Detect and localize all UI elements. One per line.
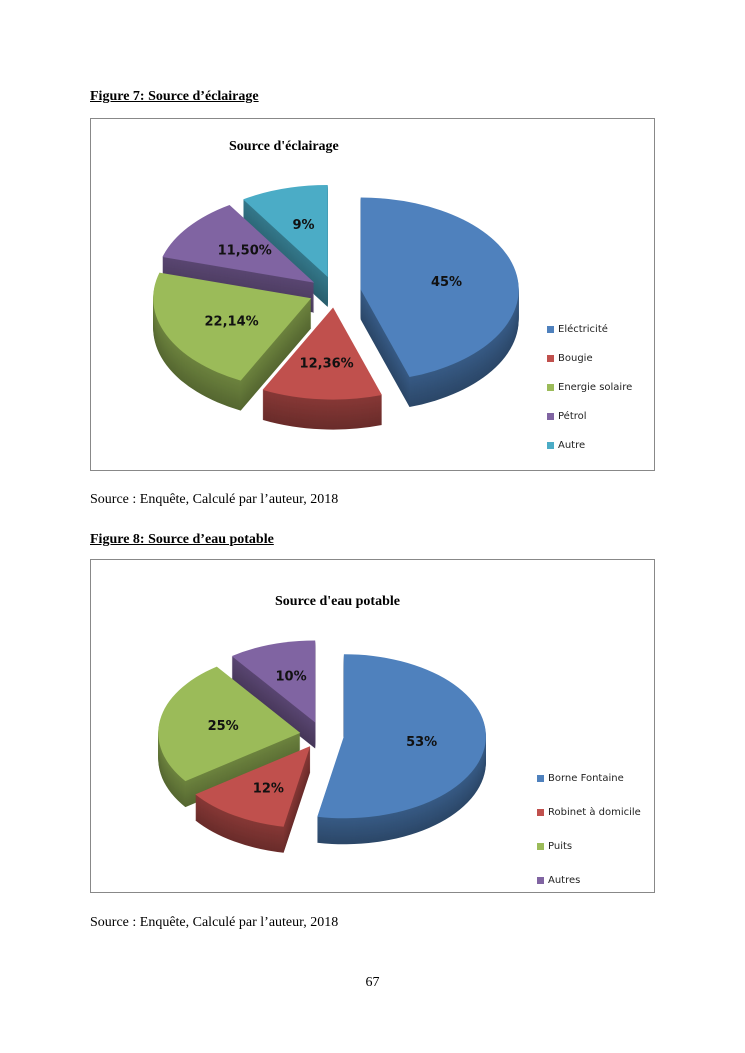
legend-item: Autre <box>547 431 632 460</box>
legend-swatch <box>537 774 544 782</box>
pie-slice-top <box>317 654 486 819</box>
legend-item: Autres <box>537 863 641 897</box>
legend-label: Robinet à domicile <box>548 806 641 818</box>
legend-label: Puits <box>548 840 573 852</box>
pie-slice-top <box>360 197 519 378</box>
data-label: 12% <box>253 782 284 797</box>
figure-7-caption: Figure 7: Source d’éclairage <box>90 89 259 104</box>
figure-8-caption: Figure 8: Source d’eau potable <box>90 532 274 547</box>
page-number: 67 <box>365 975 380 990</box>
legend-label: Borne Fontaine <box>548 772 624 784</box>
legend-swatch <box>547 384 554 391</box>
pie-slice-top <box>231 640 316 723</box>
figure-7-source: Source : Enquête, Calculé par l’auteur, … <box>90 492 339 507</box>
data-label: 9% <box>292 218 314 233</box>
pie-slice-top <box>243 185 328 278</box>
pie-slice-top <box>158 666 301 782</box>
legend-item: Borne Fontaine <box>537 761 641 795</box>
data-label: 11,50% <box>218 243 272 258</box>
pie-slice-1-3: 10% <box>231 640 316 749</box>
legend-label: Autre <box>558 440 586 451</box>
legend-item: Pétrol <box>547 402 632 431</box>
legend-item: Bougie <box>547 344 632 373</box>
data-label: 25% <box>208 719 239 734</box>
legend-item: Robinet à domicile <box>537 795 641 829</box>
legend-swatch <box>547 413 554 420</box>
chart-8-legend: Borne Fontaine Robinet à domicile Puits … <box>537 761 641 897</box>
pie-slice-top <box>162 204 315 283</box>
pie-slice-top <box>195 746 311 827</box>
chart-7-title: Source d'éclairage <box>229 139 339 154</box>
legend-label: Bougie <box>558 353 593 364</box>
legend-label: Autres <box>548 874 581 886</box>
data-label: 22,14% <box>205 314 259 329</box>
legend-swatch <box>547 442 554 449</box>
data-label: 10% <box>276 670 307 685</box>
pie-slice-1-1: 12% <box>195 746 311 853</box>
pie-slice-top <box>153 272 312 381</box>
legend-swatch <box>537 876 544 884</box>
legend-swatch <box>537 808 544 816</box>
legend-label: Pétrol <box>558 411 587 422</box>
data-label: 53% <box>406 735 437 750</box>
legend-item: Energie solaire <box>547 373 632 402</box>
chart-8-title: Source d'eau potable <box>275 594 400 609</box>
data-label: 12,36% <box>300 357 354 372</box>
legend-swatch <box>537 842 544 850</box>
legend-swatch <box>547 326 554 333</box>
legend-item: Puits <box>537 829 641 863</box>
legend-swatch <box>547 355 554 362</box>
data-label: 45% <box>431 275 462 290</box>
pie-slice-1-0: 53% <box>317 654 486 845</box>
pie-slice-1-2: 25% <box>158 666 301 808</box>
pie-slice-top <box>262 307 382 400</box>
legend-item: Eléctricité <box>547 315 632 344</box>
chart-7-legend: Eléctricité Bougie Energie solaire Pétro… <box>547 315 632 460</box>
figure-8-source: Source : Enquête, Calculé par l’auteur, … <box>90 915 339 930</box>
pie-slice-0-0: 45% <box>360 197 519 408</box>
legend-label: Energie solaire <box>558 382 633 393</box>
legend-label: Eléctricité <box>558 324 608 335</box>
pie-slice-0-1: 12,36% <box>262 307 382 430</box>
pie-slice-0-2: 22,14% <box>153 272 312 411</box>
